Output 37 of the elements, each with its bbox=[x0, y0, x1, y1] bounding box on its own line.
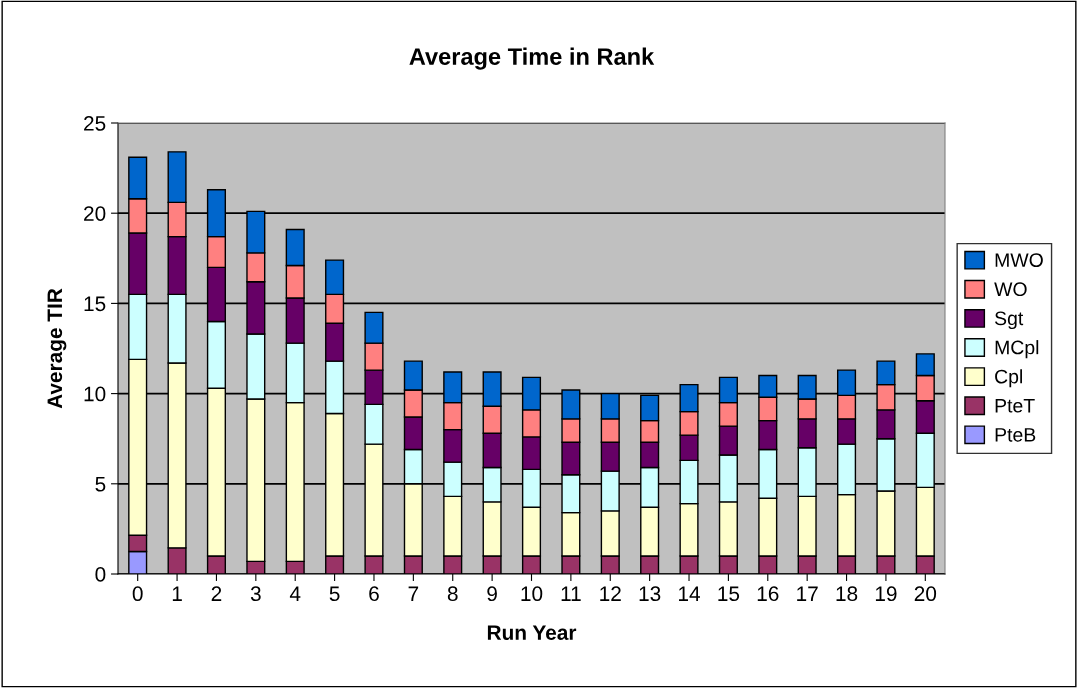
x-tick-label: 9 bbox=[487, 586, 497, 602]
legend-label: Cpl bbox=[995, 369, 1022, 388]
legend-label: PteT bbox=[995, 399, 1035, 413]
x-tick-label: 5 bbox=[329, 586, 340, 602]
x-tick-label: 18 bbox=[836, 586, 858, 602]
x-tick-label: 10 bbox=[521, 586, 543, 602]
x-tick-label: 13 bbox=[639, 586, 661, 602]
x-tick-label: 6 bbox=[369, 586, 379, 602]
x-tick-label: 12 bbox=[600, 586, 621, 601]
y-tick-label: 0 bbox=[95, 567, 106, 582]
x-tick-label: 11 bbox=[561, 586, 581, 601]
x-tick-label: 19 bbox=[875, 586, 897, 602]
legend-label: MWO bbox=[995, 253, 1043, 267]
chart-title: Average Time in Rank bbox=[409, 47, 655, 70]
y-tick-label: 25 bbox=[84, 116, 106, 131]
legend-label: WO bbox=[994, 282, 1027, 297]
y-axis-title: Average TIR bbox=[47, 288, 67, 409]
x-tick-label: 17 bbox=[797, 586, 818, 601]
y-tick-label: 20 bbox=[84, 206, 106, 221]
y-tick-label: 5 bbox=[95, 477, 106, 492]
x-tick-label: 1 bbox=[172, 586, 182, 601]
legend-label: Sgt bbox=[994, 311, 1024, 330]
x-tick-label: 15 bbox=[718, 586, 740, 602]
x-tick-label: 16 bbox=[757, 586, 779, 602]
y-tick-label: 10 bbox=[84, 386, 106, 402]
x-tick-label: 2 bbox=[211, 586, 222, 601]
legend-label: PteB bbox=[995, 428, 1036, 442]
x-axis-title: Run Year bbox=[487, 625, 577, 640]
x-tick-label: 8 bbox=[447, 586, 458, 602]
x-tick-label: 7 bbox=[408, 586, 419, 601]
x-tick-label: 4 bbox=[289, 586, 301, 601]
x-tick-label: 3 bbox=[250, 586, 261, 602]
legend-label: MCpl bbox=[995, 340, 1039, 359]
x-tick-label: 0 bbox=[132, 586, 143, 602]
x-tick-label: 20 bbox=[914, 586, 937, 602]
y-tick-label: 15 bbox=[84, 296, 106, 312]
x-tick-label: 14 bbox=[679, 586, 700, 601]
